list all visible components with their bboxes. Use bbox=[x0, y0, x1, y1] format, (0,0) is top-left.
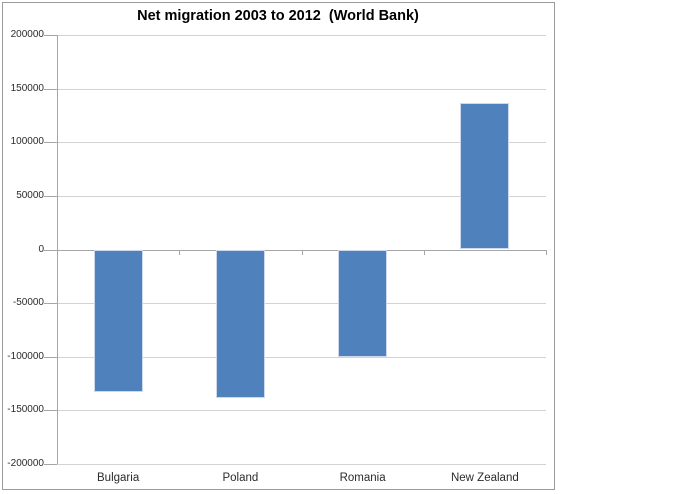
y-axis-label: 100000 bbox=[10, 136, 44, 148]
gridline bbox=[57, 410, 546, 412]
y-axis-label: -100000 bbox=[7, 350, 44, 362]
bar-bulgaria bbox=[93, 249, 143, 393]
gridline bbox=[57, 142, 546, 144]
y-axis-label: 0 bbox=[38, 243, 44, 255]
gridline bbox=[57, 88, 546, 90]
bar-new-zealand bbox=[460, 102, 510, 250]
x-axis-tick bbox=[57, 249, 58, 255]
x-axis-label-poland: Poland bbox=[222, 472, 259, 484]
gridline bbox=[57, 356, 546, 358]
chart-title: Net migration 2003 to 2012 (World Bank) bbox=[137, 8, 419, 24]
bar-poland bbox=[215, 249, 265, 398]
gridline bbox=[57, 303, 546, 305]
y-axis-label: -150000 bbox=[7, 404, 44, 416]
y-axis-tick bbox=[44, 249, 57, 251]
y-axis-label: 150000 bbox=[10, 82, 44, 94]
y-axis-label: 200000 bbox=[10, 29, 44, 40]
y-axis-tick bbox=[44, 142, 57, 144]
y-axis-label: -50000 bbox=[12, 297, 44, 309]
x-axis-tick bbox=[301, 249, 303, 255]
y-axis-tick bbox=[44, 35, 57, 36]
x-axis-label-new-zealand: New Zealand bbox=[450, 472, 519, 484]
gridline bbox=[57, 195, 546, 197]
gridline bbox=[57, 35, 546, 36]
x-axis-tick bbox=[423, 249, 425, 255]
x-axis-label-romania: Romania bbox=[339, 472, 386, 484]
bar-romania bbox=[338, 249, 388, 357]
y-axis-tick bbox=[44, 88, 57, 90]
gridline bbox=[57, 464, 546, 465]
y-axis-label: 50000 bbox=[16, 189, 44, 201]
x-axis-label-bulgaria: Bulgaria bbox=[97, 472, 140, 484]
y-axis-tick bbox=[44, 356, 57, 358]
y-axis-tick bbox=[44, 195, 57, 197]
y-axis-tick bbox=[44, 303, 57, 305]
y-axis-tick bbox=[44, 410, 57, 412]
y-axis-tick bbox=[44, 464, 57, 465]
x-axis-tick bbox=[179, 249, 181, 255]
y-axis-label: -200000 bbox=[7, 458, 44, 469]
x-axis-tick bbox=[546, 249, 547, 255]
